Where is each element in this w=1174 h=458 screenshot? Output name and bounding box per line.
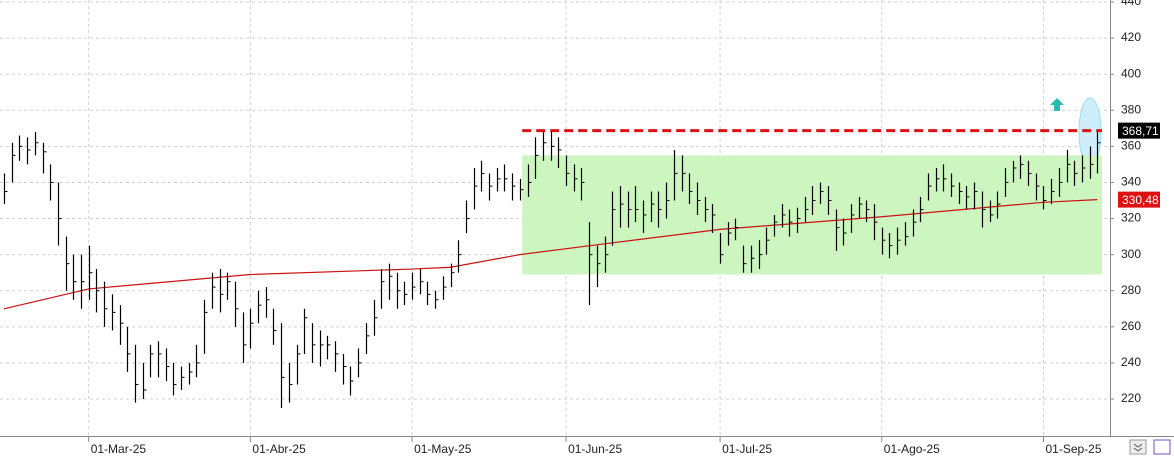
y-tick-label: 340 bbox=[1121, 175, 1141, 189]
price-label: 368,71 bbox=[1122, 124, 1159, 138]
x-tick-label: 01-Jul-25 bbox=[722, 442, 772, 456]
price-label-box bbox=[1118, 122, 1160, 139]
y-tick-label: 360 bbox=[1121, 139, 1141, 153]
zone bbox=[522, 155, 1102, 275]
x-tick-label: 01-Abr-25 bbox=[252, 442, 306, 456]
x-tick-label: 01-Sep-25 bbox=[1045, 442, 1101, 456]
ma-label-box bbox=[1118, 191, 1160, 208]
x-tick-label: 01-Ago-25 bbox=[884, 442, 940, 456]
x-tick-label: 01-Jun-25 bbox=[568, 442, 622, 456]
y-tick-label: 260 bbox=[1121, 319, 1141, 333]
plot bbox=[3, 131, 1102, 409]
save-button[interactable] bbox=[1153, 439, 1171, 455]
y-tick-label: 420 bbox=[1121, 30, 1141, 44]
y-tick-label: 400 bbox=[1121, 66, 1141, 80]
y-tick-label: 300 bbox=[1121, 247, 1141, 261]
moving-average bbox=[3, 199, 1098, 310]
up-arrow-icon bbox=[1050, 98, 1064, 111]
x-tick-label: 01-Mar-25 bbox=[91, 442, 147, 456]
ma-label: 330,48 bbox=[1122, 193, 1159, 207]
y-tick-label: 320 bbox=[1121, 211, 1141, 225]
y-tick-label: 440 bbox=[1121, 0, 1141, 8]
y-tick-label: 220 bbox=[1121, 391, 1141, 405]
y-tick-label: 240 bbox=[1121, 355, 1141, 369]
y-tick-label: 280 bbox=[1121, 283, 1141, 297]
x-tick-label: 01-May-25 bbox=[414, 442, 472, 456]
y-tick-label: 380 bbox=[1121, 102, 1141, 116]
scroll-icon bbox=[1133, 443, 1143, 452]
